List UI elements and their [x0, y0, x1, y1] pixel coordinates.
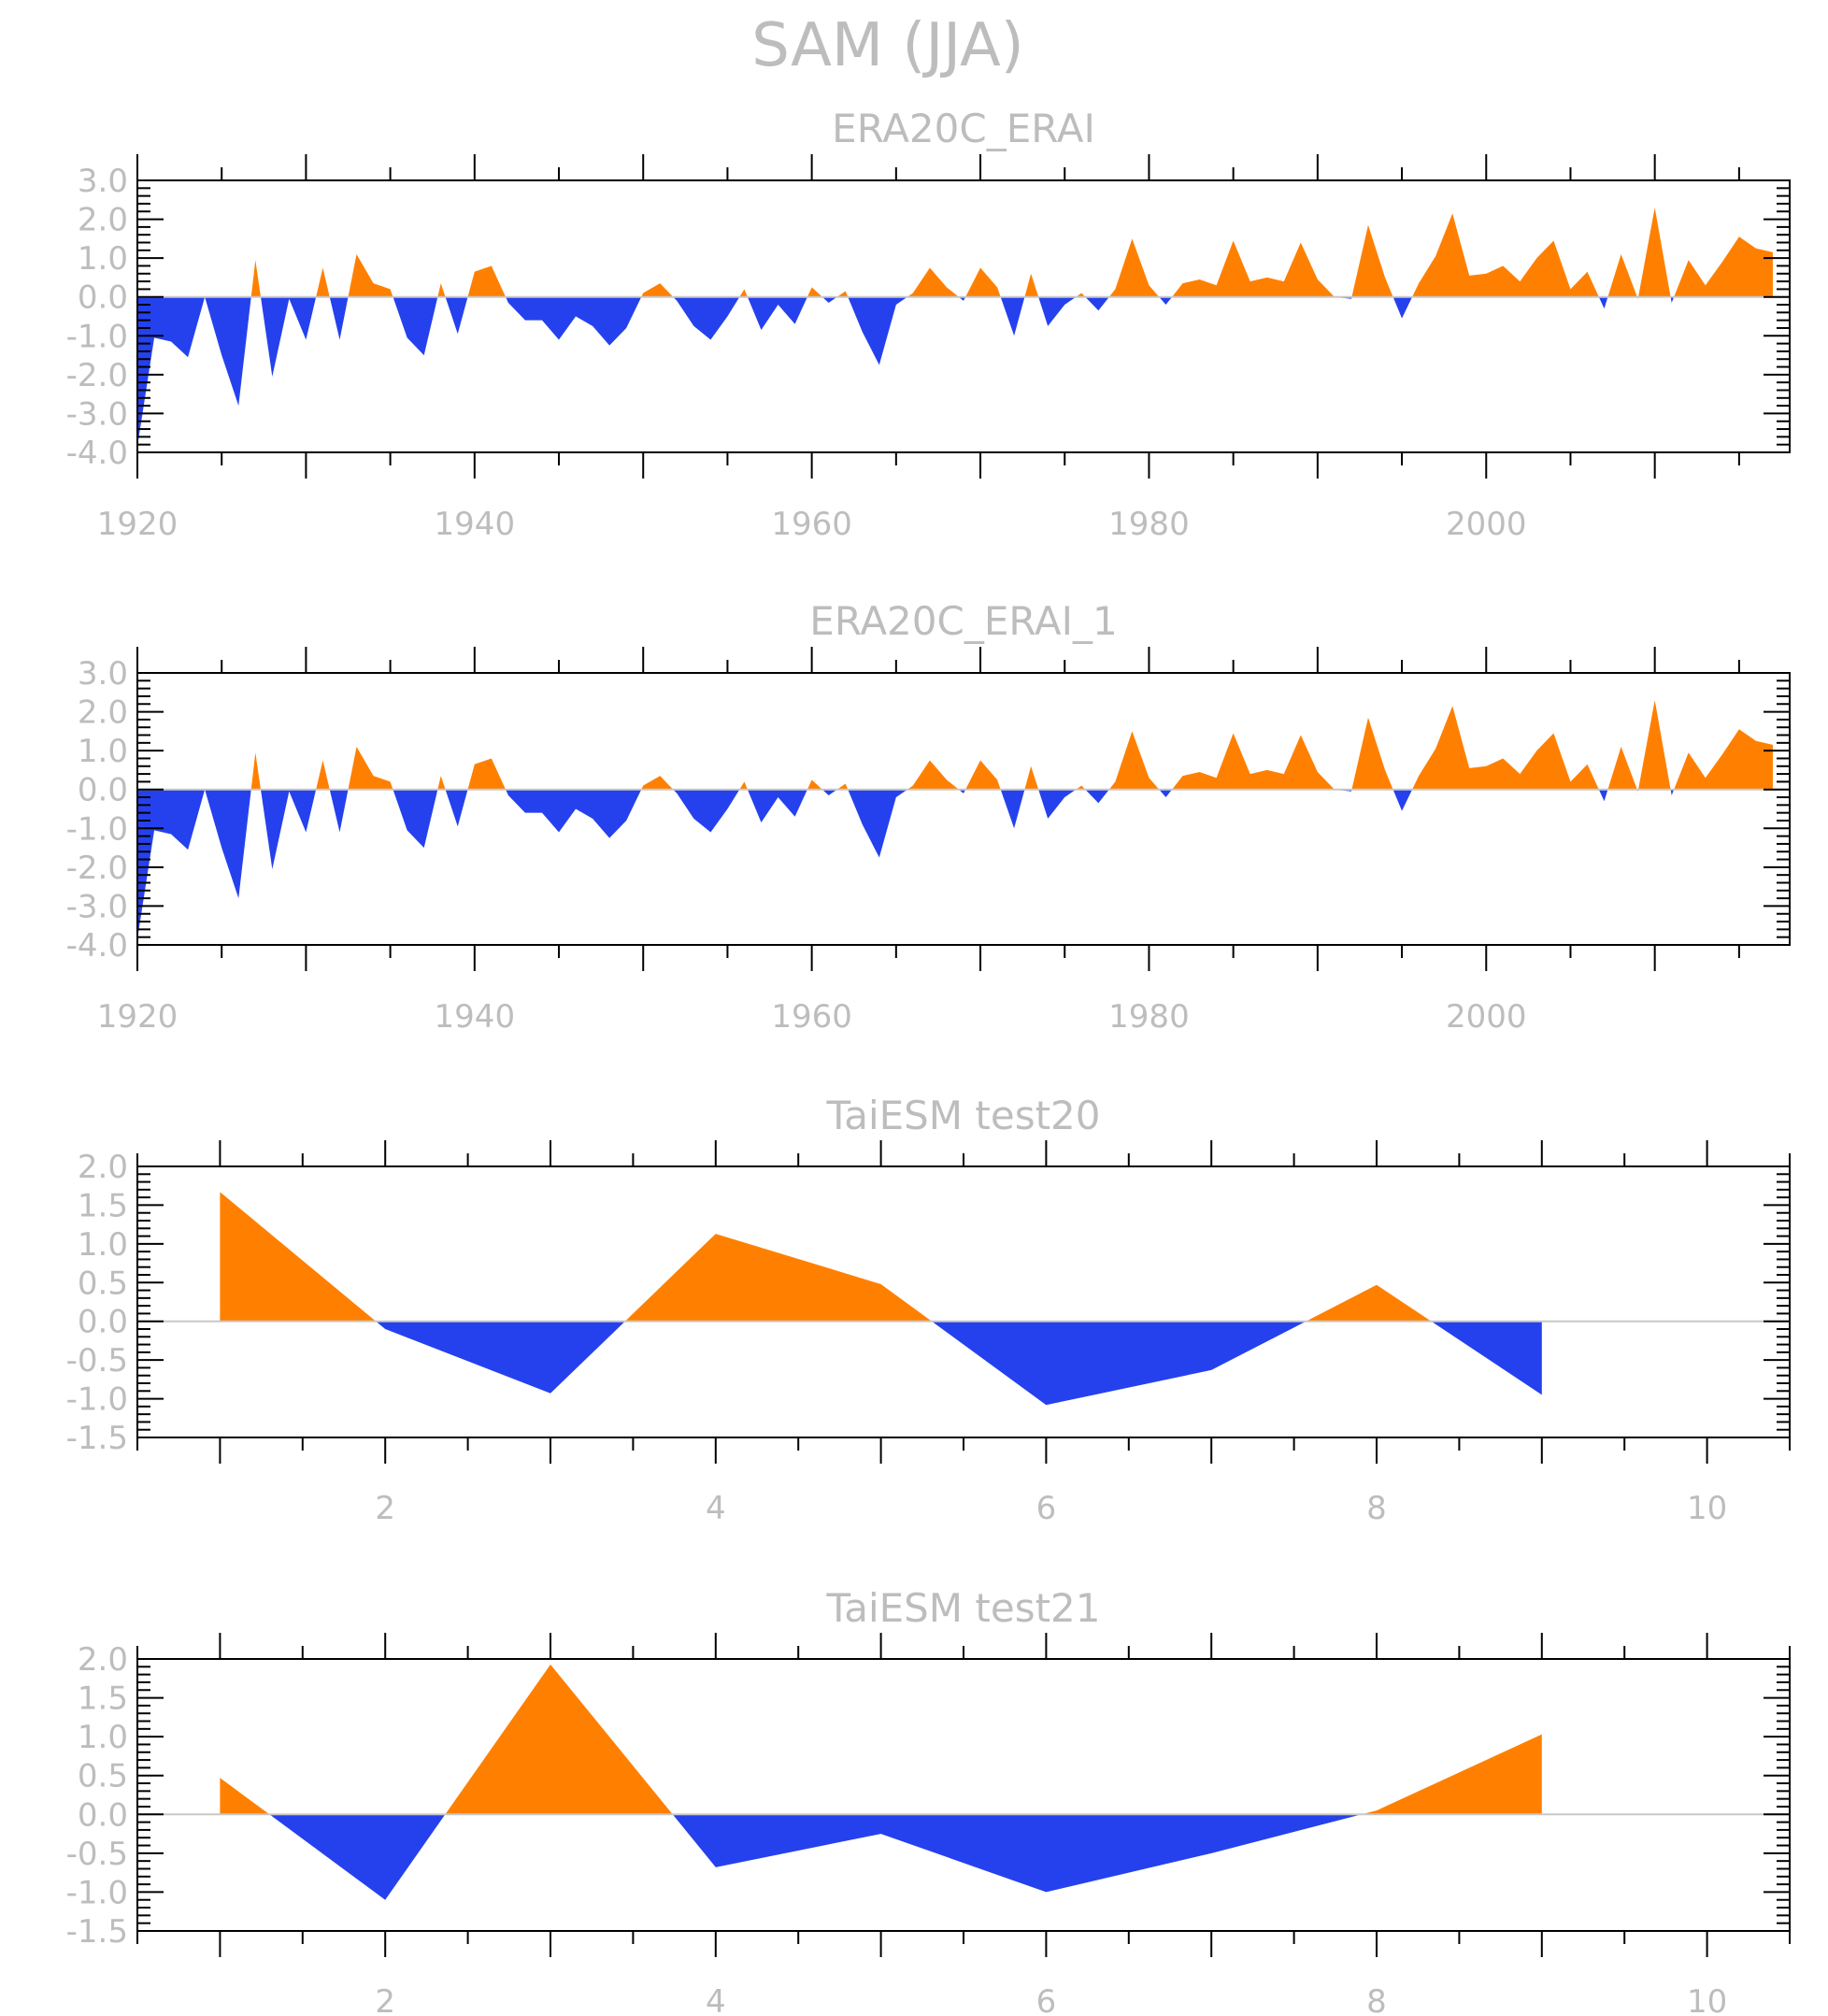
y-tick-label: -2.0	[66, 357, 128, 394]
x-tick-label: 6	[1036, 1490, 1057, 1527]
positive-area	[137, 700, 1773, 790]
y-tick-label: -2.0	[66, 850, 128, 887]
panel-title: TaiESM test21	[826, 1585, 1101, 1631]
figure-title: SAM (JJA)	[751, 11, 1024, 80]
panel-title: ERA20C_ERAI	[832, 106, 1095, 151]
panel-taiesm-test21: TaiESM test21 2.01.51.00.50.0-0.5-1.0-1.5…	[66, 1585, 1791, 2016]
y-tick-label: -1.0	[66, 810, 128, 848]
x-tick-label: 1920	[97, 506, 179, 543]
y-tick-label: 2.0	[78, 694, 128, 732]
y-tick-label: 0.0	[78, 1796, 128, 1834]
y-tick-label: 2.0	[78, 1641, 128, 1679]
x-tick-label: 8	[1366, 1983, 1387, 2016]
y-tick-label: -4.0	[66, 435, 128, 472]
x-tick-label: 4	[706, 1490, 726, 1527]
negative-area	[220, 1814, 1542, 1900]
x-tick-label: 4	[706, 1983, 726, 2016]
positive-area	[137, 207, 1773, 297]
x-tick-label: 1940	[435, 506, 516, 543]
y-tick-label: -1.5	[66, 1913, 128, 1951]
y-tick-label: 3.0	[78, 655, 128, 693]
y-tick-label: 1.0	[78, 1226, 128, 1264]
y-tick-label: 1.0	[78, 240, 128, 278]
y-tick-label: -1.0	[66, 318, 128, 355]
x-tick-label: 1920	[97, 998, 179, 1036]
positive-area	[220, 1664, 1542, 1815]
negative-area	[137, 789, 1675, 939]
x-tick-label: 2	[375, 1983, 395, 2016]
panel-era20c-erai-1: ERA20C_ERAI_1 3.02.01.00.0-1.0-2.0-3.0-4.…	[66, 598, 1791, 1036]
x-tick-label: 10	[1687, 1983, 1727, 2016]
panel-era20c-erai: ERA20C_ERAI 3.02.01.00.0-1.0-2.0-3.0-4.0 1…	[66, 106, 1791, 543]
y-tick-label: 1.0	[78, 733, 128, 770]
y-tick-label: 2.0	[78, 202, 128, 239]
y-tick-label: -0.5	[66, 1836, 128, 1873]
y-tick-label: 0.0	[78, 1304, 128, 1341]
panel-taiesm-test20: TaiESM test20 2.01.51.00.50.0-0.5-1.0-1.5…	[66, 1093, 1791, 1527]
y-tick-label: -4.0	[66, 927, 128, 965]
plot-frame	[136, 1165, 1791, 1438]
y-tick-label: 2.0	[78, 1149, 128, 1186]
y-tick-label: -1.5	[66, 1420, 128, 1457]
y-tick-label: -0.5	[66, 1342, 128, 1380]
panel-title: ERA20C_ERAI_1	[809, 598, 1117, 644]
y-tick-label: 3.0	[78, 163, 128, 200]
x-tick-label: 2000	[1446, 506, 1527, 543]
y-tick-label: 0.5	[78, 1758, 128, 1795]
x-tick-label: 1980	[1108, 506, 1190, 543]
y-tick-label: 0.0	[78, 279, 128, 317]
y-tick-label: -1.0	[66, 1381, 128, 1419]
plot-frame	[136, 672, 1791, 946]
plot-frame	[136, 179, 1791, 453]
x-tick-label: 2	[375, 1490, 395, 1527]
x-tick-label: 8	[1366, 1490, 1387, 1527]
positive-area	[220, 1192, 1542, 1322]
y-tick-label: 1.5	[78, 1680, 128, 1718]
panel-title: TaiESM test20	[826, 1093, 1101, 1138]
y-tick-label: -1.0	[66, 1874, 128, 1911]
x-tick-label: 1980	[1108, 998, 1190, 1036]
y-tick-label: 0.0	[78, 772, 128, 809]
y-tick-label: 1.5	[78, 1187, 128, 1224]
x-tick-label: 10	[1687, 1490, 1727, 1527]
negative-area	[376, 1321, 1542, 1406]
x-tick-label: 6	[1036, 1983, 1057, 2016]
y-tick-label: -3.0	[66, 395, 128, 433]
y-tick-label: 1.0	[78, 1719, 128, 1756]
negative-area	[137, 296, 1675, 447]
y-tick-label: 0.5	[78, 1265, 128, 1302]
x-tick-label: 1960	[771, 998, 852, 1036]
y-tick-label: -3.0	[66, 888, 128, 925]
x-tick-label: 1940	[435, 998, 516, 1036]
x-tick-label: 1960	[771, 506, 852, 543]
x-tick-label: 2000	[1446, 998, 1527, 1036]
